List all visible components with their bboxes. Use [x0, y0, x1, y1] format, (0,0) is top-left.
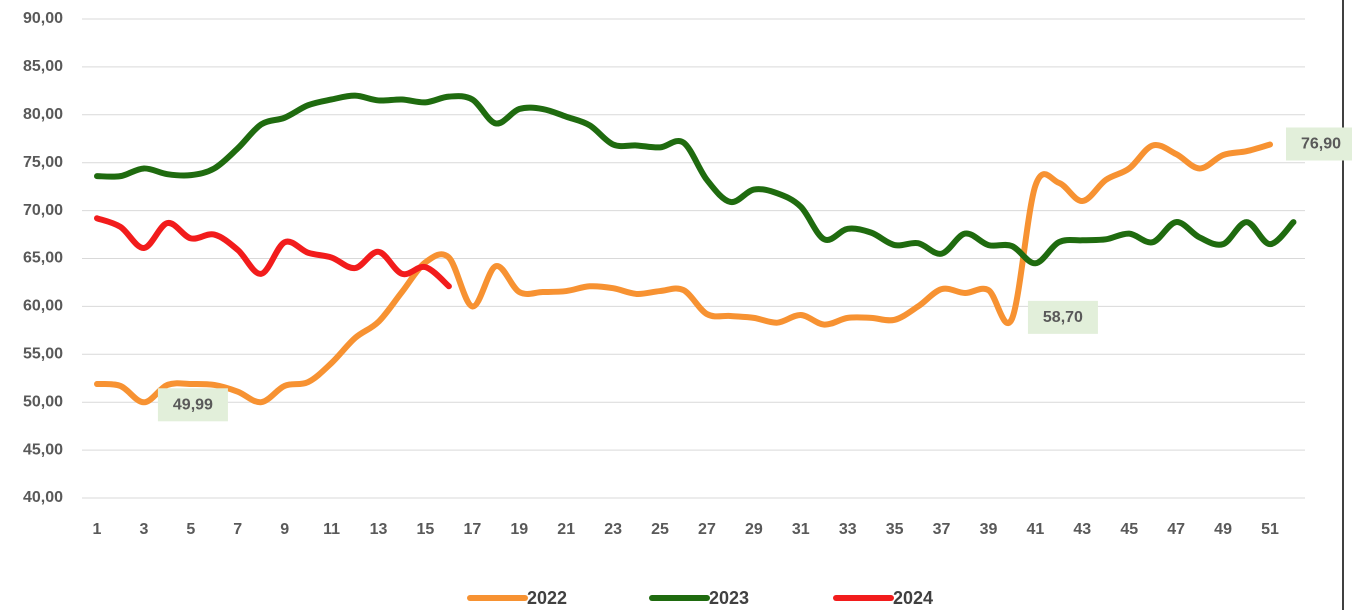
- data-label: 58,70: [1043, 309, 1083, 326]
- x-tick-label: 21: [557, 521, 575, 538]
- y-tick-label: 55,00: [23, 346, 63, 363]
- x-tick-label: 15: [417, 521, 435, 538]
- x-tick-label: 27: [698, 521, 716, 538]
- y-tick-label: 45,00: [23, 441, 63, 458]
- x-tick-label: 3: [139, 521, 148, 538]
- legend-label: 2022: [527, 588, 567, 608]
- y-tick-label: 90,00: [23, 10, 63, 27]
- series-line: [94, 141, 1273, 406]
- x-tick-label: 7: [233, 521, 242, 538]
- y-tick-label: 70,00: [23, 202, 63, 219]
- y-tick-label: 50,00: [23, 393, 63, 410]
- x-tick-label: 5: [186, 521, 195, 538]
- x-tick-label: 51: [1261, 521, 1279, 538]
- x-tick-label: 41: [1027, 521, 1045, 538]
- x-tick-label: 19: [510, 521, 528, 538]
- legend-label: 2023: [709, 588, 749, 608]
- x-tick-label: 11: [323, 521, 340, 538]
- x-tick-label: 23: [604, 521, 622, 538]
- x-tick-label: 17: [463, 521, 481, 538]
- data-label: 76,90: [1301, 136, 1341, 153]
- series-line: [94, 215, 452, 290]
- series-line: [94, 92, 1297, 267]
- y-tick-label: 80,00: [23, 106, 63, 123]
- x-tick-label: 45: [1120, 521, 1138, 538]
- x-tick-label: 29: [745, 521, 763, 538]
- x-tick-label: 43: [1073, 521, 1091, 538]
- x-tick-label: 37: [933, 521, 951, 538]
- x-tick-label: 1: [93, 521, 102, 538]
- y-tick-label: 65,00: [23, 250, 63, 267]
- x-tick-label: 49: [1214, 521, 1232, 538]
- y-tick-label: 60,00: [23, 298, 63, 315]
- y-tick-label: 40,00: [23, 489, 63, 506]
- data-label: 49,99: [173, 397, 213, 414]
- x-tick-label: 13: [370, 521, 388, 538]
- x-tick-label: 35: [886, 521, 904, 538]
- x-tick-label: 33: [839, 521, 857, 538]
- data-label-box: [1286, 127, 1352, 161]
- x-tick-label: 25: [651, 521, 669, 538]
- x-tick-label: 9: [280, 521, 289, 538]
- data-label-box: [1027, 300, 1098, 334]
- y-tick-label: 85,00: [23, 58, 63, 75]
- x-tick-label: 47: [1167, 521, 1185, 538]
- data-label-box: [157, 388, 228, 422]
- y-tick-label: 75,00: [23, 154, 63, 171]
- x-tick-label: 39: [980, 521, 998, 538]
- legend-label: 2024: [893, 588, 933, 608]
- x-tick-label: 31: [792, 521, 810, 538]
